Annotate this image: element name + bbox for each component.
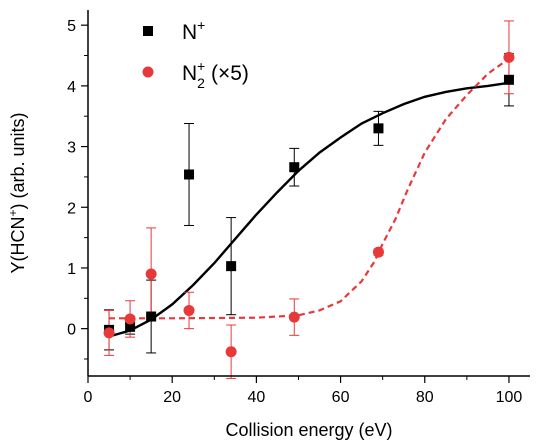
data-point [146,311,157,322]
y-tick-label: 5 [67,18,76,35]
data-point [289,162,300,173]
data-point [225,346,237,358]
x-tick-label: 0 [84,389,93,406]
y-tick-label: 3 [67,140,76,157]
x-tick-label: 80 [416,389,434,406]
data-point [184,169,195,180]
data-point [103,327,115,339]
legend-entry-series-0: N+ [143,17,205,44]
y-tick-label: 4 [67,79,76,96]
legend-entry-series-1: N2+ (×5) [142,58,249,91]
data-point [372,246,384,258]
fit-curve-series-1 [109,57,510,320]
markers-series-1 [103,51,515,358]
y-tick-label: 1 [67,261,76,278]
legend-label-subscript: 2 [197,75,205,91]
data-point [503,74,514,85]
data-point [183,304,195,316]
y-axis-title-main: Y(HCN [8,217,28,274]
data-point [288,311,300,323]
legend-label: N2+ (×5) [182,58,249,91]
y-axis-title: Y(HCN+) (arb. units) [6,112,28,273]
data-point [503,51,515,63]
data-point [373,123,384,134]
legend-marker [143,26,153,36]
legend-label-base: N [182,21,197,44]
legend-marker [142,66,154,78]
legend-label-suffix: (×5) [205,62,249,85]
y-tick-label: 0 [67,322,76,339]
legend-label: N+ [182,17,205,44]
legend-label-base: N [182,62,197,85]
x-axis-title: Collision energy (eV) [225,420,392,440]
x-tick-label: 100 [496,389,523,406]
legend-label-superscript: + [197,17,205,33]
data-point [226,261,237,272]
x-tick-label: 20 [163,389,181,406]
y-axis-title-superscript: + [6,210,20,217]
data-point [125,321,136,332]
x-tick-label: 40 [247,389,265,406]
fit-curve-series-0 [108,81,510,338]
error-bars-series-1 [104,20,514,379]
data-point [145,268,157,280]
legend-label-superscript: + [197,58,205,74]
x-tick-label: 60 [332,389,350,406]
data-point [124,313,136,325]
y-tick-label: 2 [67,200,76,217]
y-axis-title-suffix: ) (arb. units) [8,112,28,209]
markers-series-0 [104,74,514,335]
